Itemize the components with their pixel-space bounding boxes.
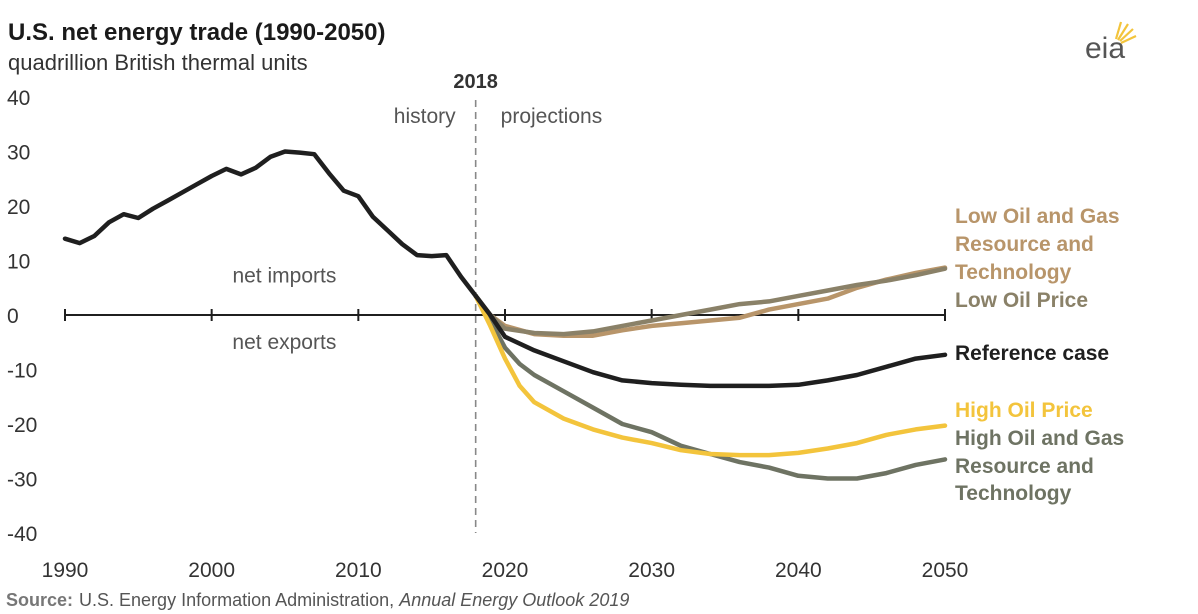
x-tick-label: 2050 [922,559,969,582]
eia-logo: eia [1085,21,1137,65]
legend-entry: Reference case [955,342,1109,365]
legend-entry: High Oil and Gas [955,427,1124,450]
source-label: Source: [6,590,73,610]
y-tick-label: -30 [7,469,37,492]
divider-year-label: 2018 [453,71,498,93]
legend-entry: Low Oil Price [955,289,1088,312]
net-exports-label: net exports [232,331,336,354]
y-tick-label: 0 [7,305,19,328]
legend-entry: Resource and [955,233,1094,256]
sun-rays-icon [1114,21,1137,44]
chart-title: U.S. net energy trade (1990-2050) [8,19,386,46]
y-tick-label: 30 [7,142,30,165]
x-tick-label: 2000 [188,559,235,582]
projections-label: projections [501,105,603,128]
x-tick-label: 1990 [42,559,89,582]
series-line-low-oil-and-gas-resource-and-technology [473,265,948,338]
legend-entry: Technology [955,482,1072,505]
y-tick-label: -10 [7,360,37,383]
legend-entry: High Oil Price [955,399,1093,422]
source-note: Source: U.S. Energy Information Administr… [6,590,629,610]
x-tick-label: 2030 [628,559,675,582]
x-tick-label: 2040 [775,559,822,582]
x-tick-label: 2020 [482,559,529,582]
series-line-reference-case [473,293,948,389]
logo-text: eia [1085,32,1125,65]
y-tick-label: -40 [7,523,37,546]
y-tick-label: -20 [7,414,37,437]
x-tick-label: 2010 [335,559,382,582]
y-tick-label: 20 [7,196,30,219]
y-tick-label: 40 [7,87,30,110]
history-label: history [394,105,456,128]
source-text: U.S. Energy Information Administration, [79,590,399,610]
axes: 1990 2000 2010 2020 2030 2040 2050403020100-10… [7,71,968,582]
legend: Low Oil and Gas Resource and Technology Low… [955,205,1124,505]
legend-entry: Low Oil and Gas [955,205,1120,228]
legend-entry: Resource and [955,455,1094,478]
source-publication: Annual Energy Outlook 2019 [398,590,629,610]
series-lines [62,149,948,481]
series-line-high-oil-and-gas-resource-and-technology [473,293,948,481]
chart-subtitle: quadrillion British thermal units [8,50,308,75]
net-imports-label: net imports [232,264,336,287]
series-line-high-oil-price [473,293,948,458]
legend-entry: Technology [955,261,1072,284]
series-line-history [62,149,478,299]
y-tick-label: 10 [7,251,30,274]
series-line-low-oil-price [473,266,948,337]
